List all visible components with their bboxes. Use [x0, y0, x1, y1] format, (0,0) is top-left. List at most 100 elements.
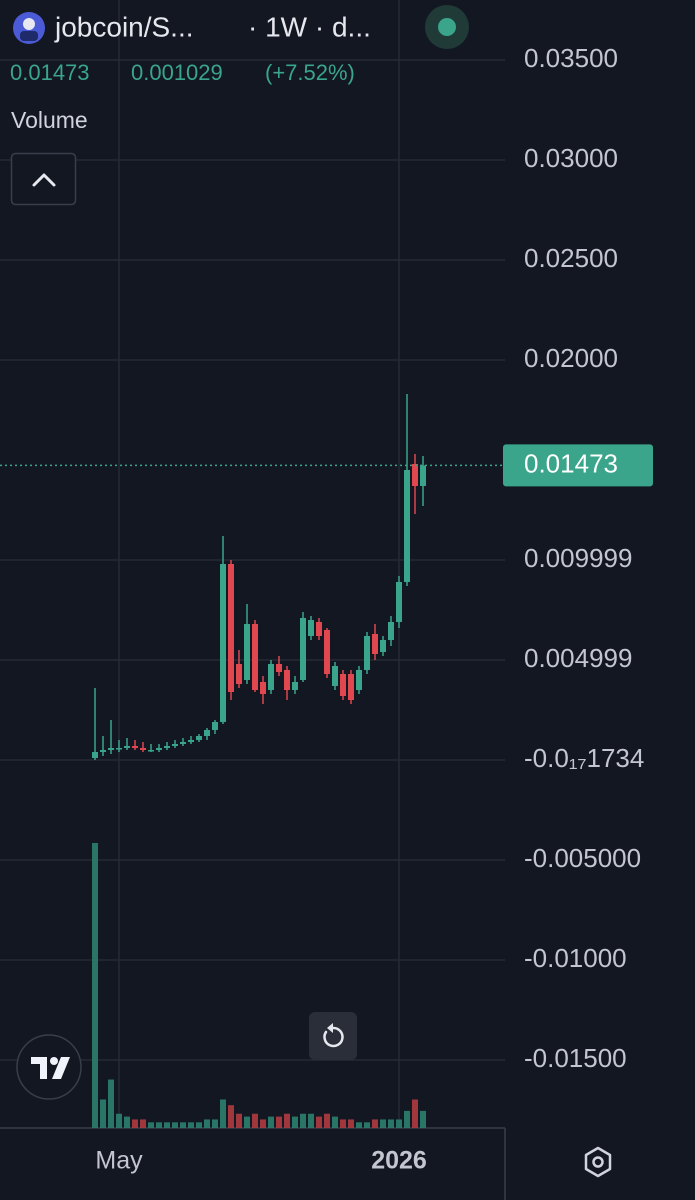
candle-body [148, 750, 154, 752]
volume-bar [172, 1122, 178, 1128]
candle-body [300, 618, 306, 680]
volume-bar [228, 1105, 234, 1128]
candle-body [164, 746, 170, 748]
candle-body [204, 730, 210, 736]
candle-body [108, 748, 114, 750]
volume-bar [412, 1099, 418, 1128]
candle-body [292, 682, 298, 690]
avatar-face [23, 18, 35, 30]
symbol[interactable]: jobcoin/S... [54, 11, 194, 42]
candle-body [388, 622, 394, 640]
volume-bar [212, 1119, 218, 1128]
candle-body [380, 640, 386, 652]
candle-body [356, 670, 362, 690]
reset-button[interactable] [309, 1012, 357, 1060]
candle-body [412, 464, 418, 486]
volume-bar [116, 1113, 122, 1128]
candle-body [372, 634, 378, 654]
volume-bar [356, 1122, 362, 1128]
plot [0, 394, 503, 1128]
avatar-body [20, 31, 38, 41]
volume-bar [164, 1122, 170, 1128]
volume-label: Volume [11, 107, 88, 133]
settings-button[interactable] [584, 1146, 612, 1178]
chevron-icon [32, 173, 56, 187]
x-tick-label: May [95, 1147, 143, 1175]
logo-dot [50, 1057, 58, 1065]
y-tick-label: -0.0₁₇1734 [524, 743, 644, 773]
y-tick-label: -0.01000 [524, 943, 627, 973]
y-tick-label: 0.004999 [524, 643, 632, 673]
last-price-tag [503, 444, 653, 487]
candle-body [220, 564, 226, 722]
volume-bar [284, 1113, 290, 1128]
candle-body [340, 674, 346, 696]
candle-body [316, 622, 322, 636]
volume-bar [388, 1119, 394, 1128]
volume-bar [420, 1110, 426, 1128]
reset-arrow [327, 1023, 333, 1033]
labels: 0.03500 0.03000 0.02500 0.02000 0.009999 0.00… [95, 43, 653, 1175]
candle-body [116, 748, 122, 750]
grid [0, 0, 505, 1128]
volume-bar [220, 1099, 226, 1128]
candle-body [364, 636, 370, 670]
x-tick-label: 2026 [371, 1147, 427, 1175]
legend-change: 0.001029 [131, 60, 223, 85]
volume-bar [252, 1113, 258, 1128]
volume-bar [148, 1122, 154, 1128]
candle-body [100, 750, 106, 752]
settings-icon [592, 1156, 604, 1168]
candle-body [156, 748, 162, 750]
volume-bar [396, 1119, 402, 1128]
volume-bar [180, 1122, 186, 1128]
candle-body [244, 624, 250, 680]
candle-body [132, 746, 138, 748]
legend-change-pct: (+7.52%) [265, 60, 355, 85]
logo [31, 1057, 70, 1079]
collapse-button[interactable] [10, 152, 77, 206]
y-tick-label: -0.01500 [524, 1043, 627, 1073]
last-price-label: 0.01473 [524, 448, 618, 478]
logo-button[interactable] [16, 1034, 82, 1100]
volume-bar [108, 1079, 114, 1128]
candle-body [140, 748, 146, 750]
volume-bar [92, 843, 98, 1128]
volume-bar [140, 1119, 146, 1128]
volume-bar [348, 1119, 354, 1128]
candle-body [260, 682, 266, 694]
candle-body [308, 620, 314, 636]
reset-icon [323, 1026, 344, 1048]
volume-bar [380, 1119, 386, 1128]
volume-bar [364, 1122, 370, 1128]
y-tick-label: 0.009999 [524, 543, 632, 573]
volume-bar [260, 1119, 266, 1128]
candle-body [284, 670, 290, 690]
candle-body [252, 624, 258, 690]
candle-body [420, 465, 426, 486]
volume-bar [324, 1113, 330, 1128]
volume-bar [188, 1122, 194, 1128]
candle-body [396, 582, 402, 622]
interval[interactable]: · 1W · d... [248, 11, 371, 42]
volume-bar [404, 1110, 410, 1128]
volume-bar [316, 1116, 322, 1128]
y-tick-label: 0.03500 [524, 43, 618, 73]
candle-body [404, 470, 410, 582]
legend-price: 0.01473 [10, 60, 90, 85]
volume-bar [268, 1116, 274, 1128]
candle-body [180, 742, 186, 744]
candle-body [236, 664, 242, 684]
y-tick-label: 0.03000 [524, 143, 618, 173]
volume-bar [308, 1113, 314, 1128]
candle-body [348, 674, 354, 700]
candle-body [124, 746, 130, 748]
candle-body [332, 666, 338, 686]
y-tick-label: 0.02000 [524, 343, 618, 373]
volume-bar [332, 1116, 338, 1128]
volume-bar [236, 1113, 242, 1128]
volume-bar [292, 1116, 298, 1128]
